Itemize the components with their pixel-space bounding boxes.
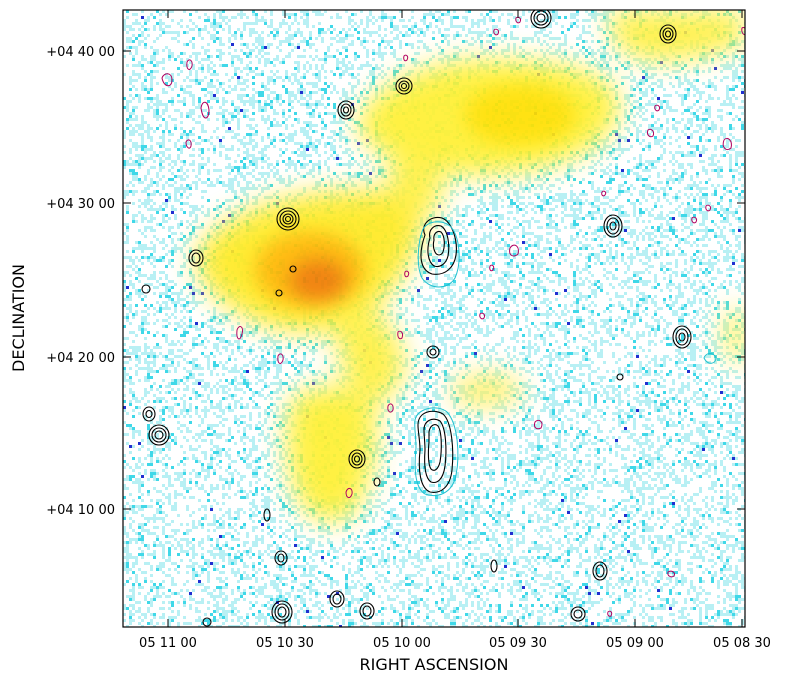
contours-cyan bbox=[414, 221, 717, 497]
source-top-right bbox=[530, 10, 552, 29]
x-tick-label: 05 09 30 bbox=[489, 636, 547, 651]
axis-ticks bbox=[123, 10, 745, 627]
y-axis-label: DECLINATION bbox=[9, 264, 28, 372]
plot-frame bbox=[122, 9, 746, 628]
source-west-edge bbox=[188, 249, 204, 267]
source-upper-left bbox=[337, 100, 355, 120]
x-tick-label: 05 10 00 bbox=[373, 636, 431, 651]
y-tick-label: +04 10 00 bbox=[46, 503, 115, 518]
source-upper-right bbox=[659, 24, 677, 44]
y-tick-labels: +04 40 00 +04 30 00 +04 20 00 +04 10 00 bbox=[46, 45, 115, 518]
x-tick-label: 05 09 00 bbox=[606, 636, 664, 651]
diffuse-region-south bbox=[286, 386, 377, 523]
y-tick-label: +04 20 00 bbox=[46, 351, 115, 366]
source-bottom-right bbox=[570, 561, 608, 622]
x-tick-labels: 05 11 00 05 10 30 05 10 00 05 09 30 05 09 00… bbox=[139, 636, 771, 651]
diffuse-emission bbox=[196, 10, 745, 523]
extended-source-north bbox=[420, 216, 457, 275]
source-tiny-marks bbox=[141, 265, 624, 627]
source-right-mid bbox=[603, 214, 623, 238]
diffuse-region-east-tail bbox=[450, 374, 525, 407]
x-tick-label: 05 08 30 bbox=[713, 636, 771, 651]
source-bottom-center bbox=[329, 590, 375, 620]
source-bottom-left bbox=[271, 600, 293, 624]
source-south-center bbox=[348, 449, 366, 469]
diffuse-region-bridge bbox=[336, 300, 405, 403]
source-west-core bbox=[276, 207, 300, 231]
source-left-mid bbox=[142, 406, 170, 446]
diffuse-region-east-edge bbox=[725, 310, 745, 365]
source-lower-left bbox=[274, 550, 288, 566]
contours-black bbox=[141, 10, 692, 627]
x-axis-label: RIGHT ASCENSION bbox=[360, 655, 509, 674]
extended-source-south bbox=[417, 410, 454, 493]
diffuse-core-north bbox=[465, 85, 575, 145]
source-north-center bbox=[395, 77, 413, 95]
x-tick-label: 05 10 30 bbox=[256, 636, 314, 651]
y-tick-label: +04 30 00 bbox=[46, 197, 115, 212]
y-tick-label: +04 40 00 bbox=[46, 45, 115, 60]
diffuse-core-west-peak bbox=[288, 258, 348, 302]
contours-magenta bbox=[161, 16, 745, 617]
source-right-lower bbox=[672, 325, 692, 349]
diffuse-region-link bbox=[389, 150, 443, 214]
diffuse-region-northeast bbox=[608, 10, 745, 62]
x-tick-label: 05 11 00 bbox=[139, 636, 197, 651]
source-center-small bbox=[426, 345, 440, 359]
contours-extended-sources bbox=[161, 16, 745, 617]
